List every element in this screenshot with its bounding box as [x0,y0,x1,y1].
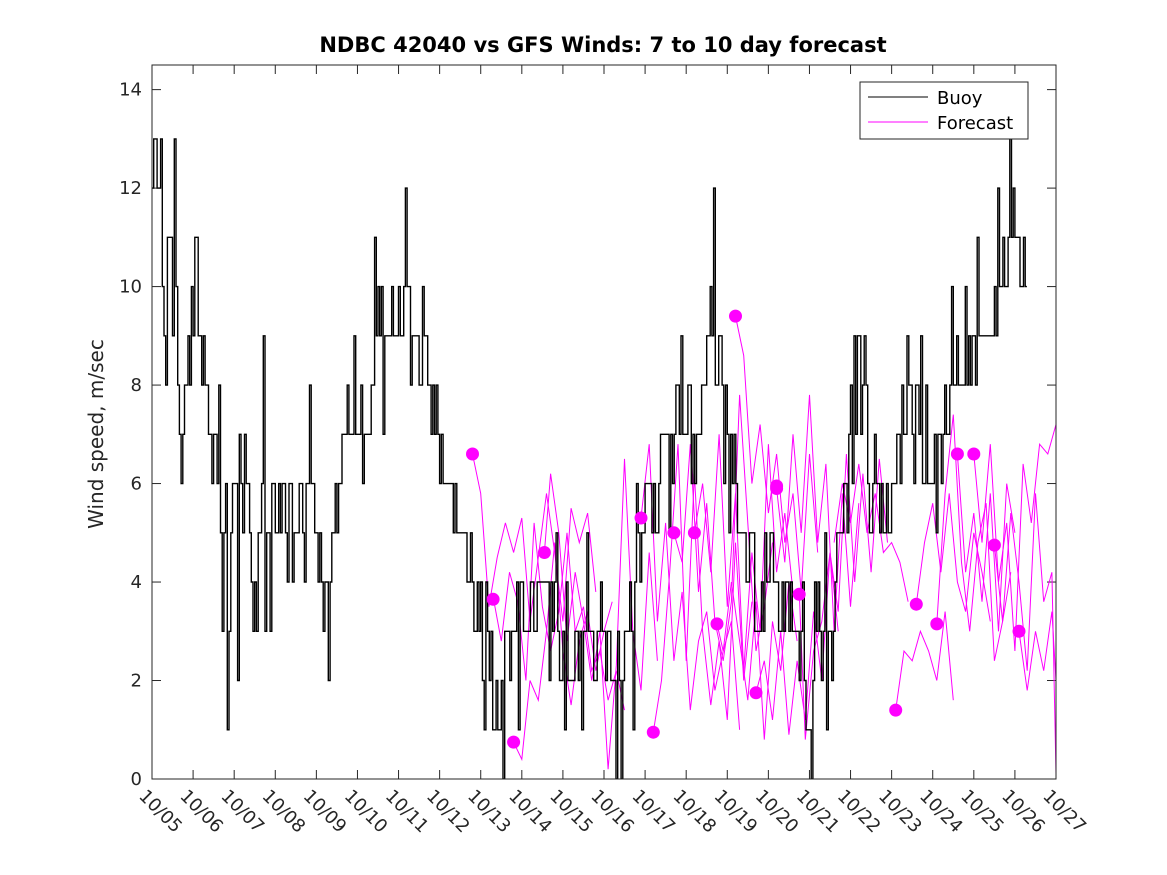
forecast-marker [967,447,981,461]
forecast-line [1018,611,1056,691]
legend-forecast-label: Forecast [937,113,1013,134]
x-tick-label: 10/14 [504,786,556,838]
x-tick-label: 10/27 [1038,786,1090,838]
forecast-line [956,453,1016,632]
forecast-marker [466,447,479,461]
forecast-marker [770,479,784,493]
x-tick-label: 10/12 [422,786,474,838]
y-tick-label: 8 [131,375,142,396]
forecast-line [673,394,773,661]
x-tick-label: 10/16 [586,786,638,838]
x-tick-label: 10/13 [463,786,515,838]
forecast-marker [667,526,681,540]
forecast-marker [749,686,763,700]
x-tick-label: 10/10 [340,786,392,838]
x-tick-label: 10/07 [217,786,269,838]
forecast-line [492,522,625,711]
x-tick-label: 10/11 [381,786,433,838]
forecast-marker [889,703,903,717]
y-tick-label: 12 [119,178,142,199]
forecast-marker [646,725,660,739]
x-tick-label: 10/22 [833,786,885,838]
x-tick-label: 10/18 [669,786,721,838]
forecast-marker [507,735,521,749]
buoy-line [152,138,1027,779]
x-tick-label: 10/05 [134,786,186,838]
x-tick-label: 10/08 [258,786,310,838]
x-tick-label: 10/15 [545,786,597,838]
forecast-marker [930,617,944,631]
x-tick-label: 10/25 [956,786,1008,838]
forecast-marker [792,587,806,601]
x-tick-label: 10/26 [997,786,1049,838]
legend: Buoy Forecast [859,81,1029,140]
forecast-marker [710,617,724,631]
chart-title: NDBC 42040 vs GFS Winds: 7 to 10 day for… [319,33,886,57]
axes-frame [151,64,1057,780]
legend-box [859,81,1029,140]
forecast-marker [729,309,742,323]
forecast-markers [466,309,1026,749]
y-tick-label: 6 [131,474,142,495]
forecast-line [652,444,753,733]
forecast-marker [987,538,1001,552]
forecast-marker [950,447,964,461]
legend-buoy-label: Buoy [937,88,983,109]
forecast-line [993,493,1056,775]
x-tick-label: 10/17 [628,786,680,838]
y-tick-label: 0 [131,769,142,790]
y-tick-label: 2 [131,671,142,692]
forecast-marker [486,592,500,606]
forecast-line [755,552,839,735]
forecast-line [936,414,1012,661]
x-tick-label: 10/09 [299,786,351,838]
y-axis-label: Wind speed, m/sec [84,339,108,529]
buoy-series [152,138,1027,779]
x-tick-label: 10/24 [915,786,967,838]
forecast-line [973,424,1056,652]
x-tick-label: 10/19 [710,786,762,838]
x-tick-label: 10/21 [792,786,844,838]
forecast-line [776,394,860,632]
forecast-marker [537,546,551,559]
forecast-marker [687,526,701,540]
x-tick-label: 10/06 [176,786,228,838]
y-tick-label: 14 [119,80,142,101]
plot-area [152,138,1056,779]
forecast-marker [1012,624,1026,638]
x-tick-labels: 10/0510/0610/0710/0810/0910/1010/1110/12… [134,786,1090,838]
forecast-line [735,315,819,592]
x-tick-label: 10/23 [874,786,926,838]
y-tick-label: 10 [119,277,142,298]
y-tick-label: 4 [131,572,142,593]
forecast-marker [909,597,923,611]
forecast-line [716,581,798,740]
forecast-line [895,611,954,711]
forecast-marker [634,511,648,525]
x-tick-label: 10/20 [751,786,803,838]
y-tick-labels: 0 2 4 6 8 10 12 14 [119,80,142,790]
